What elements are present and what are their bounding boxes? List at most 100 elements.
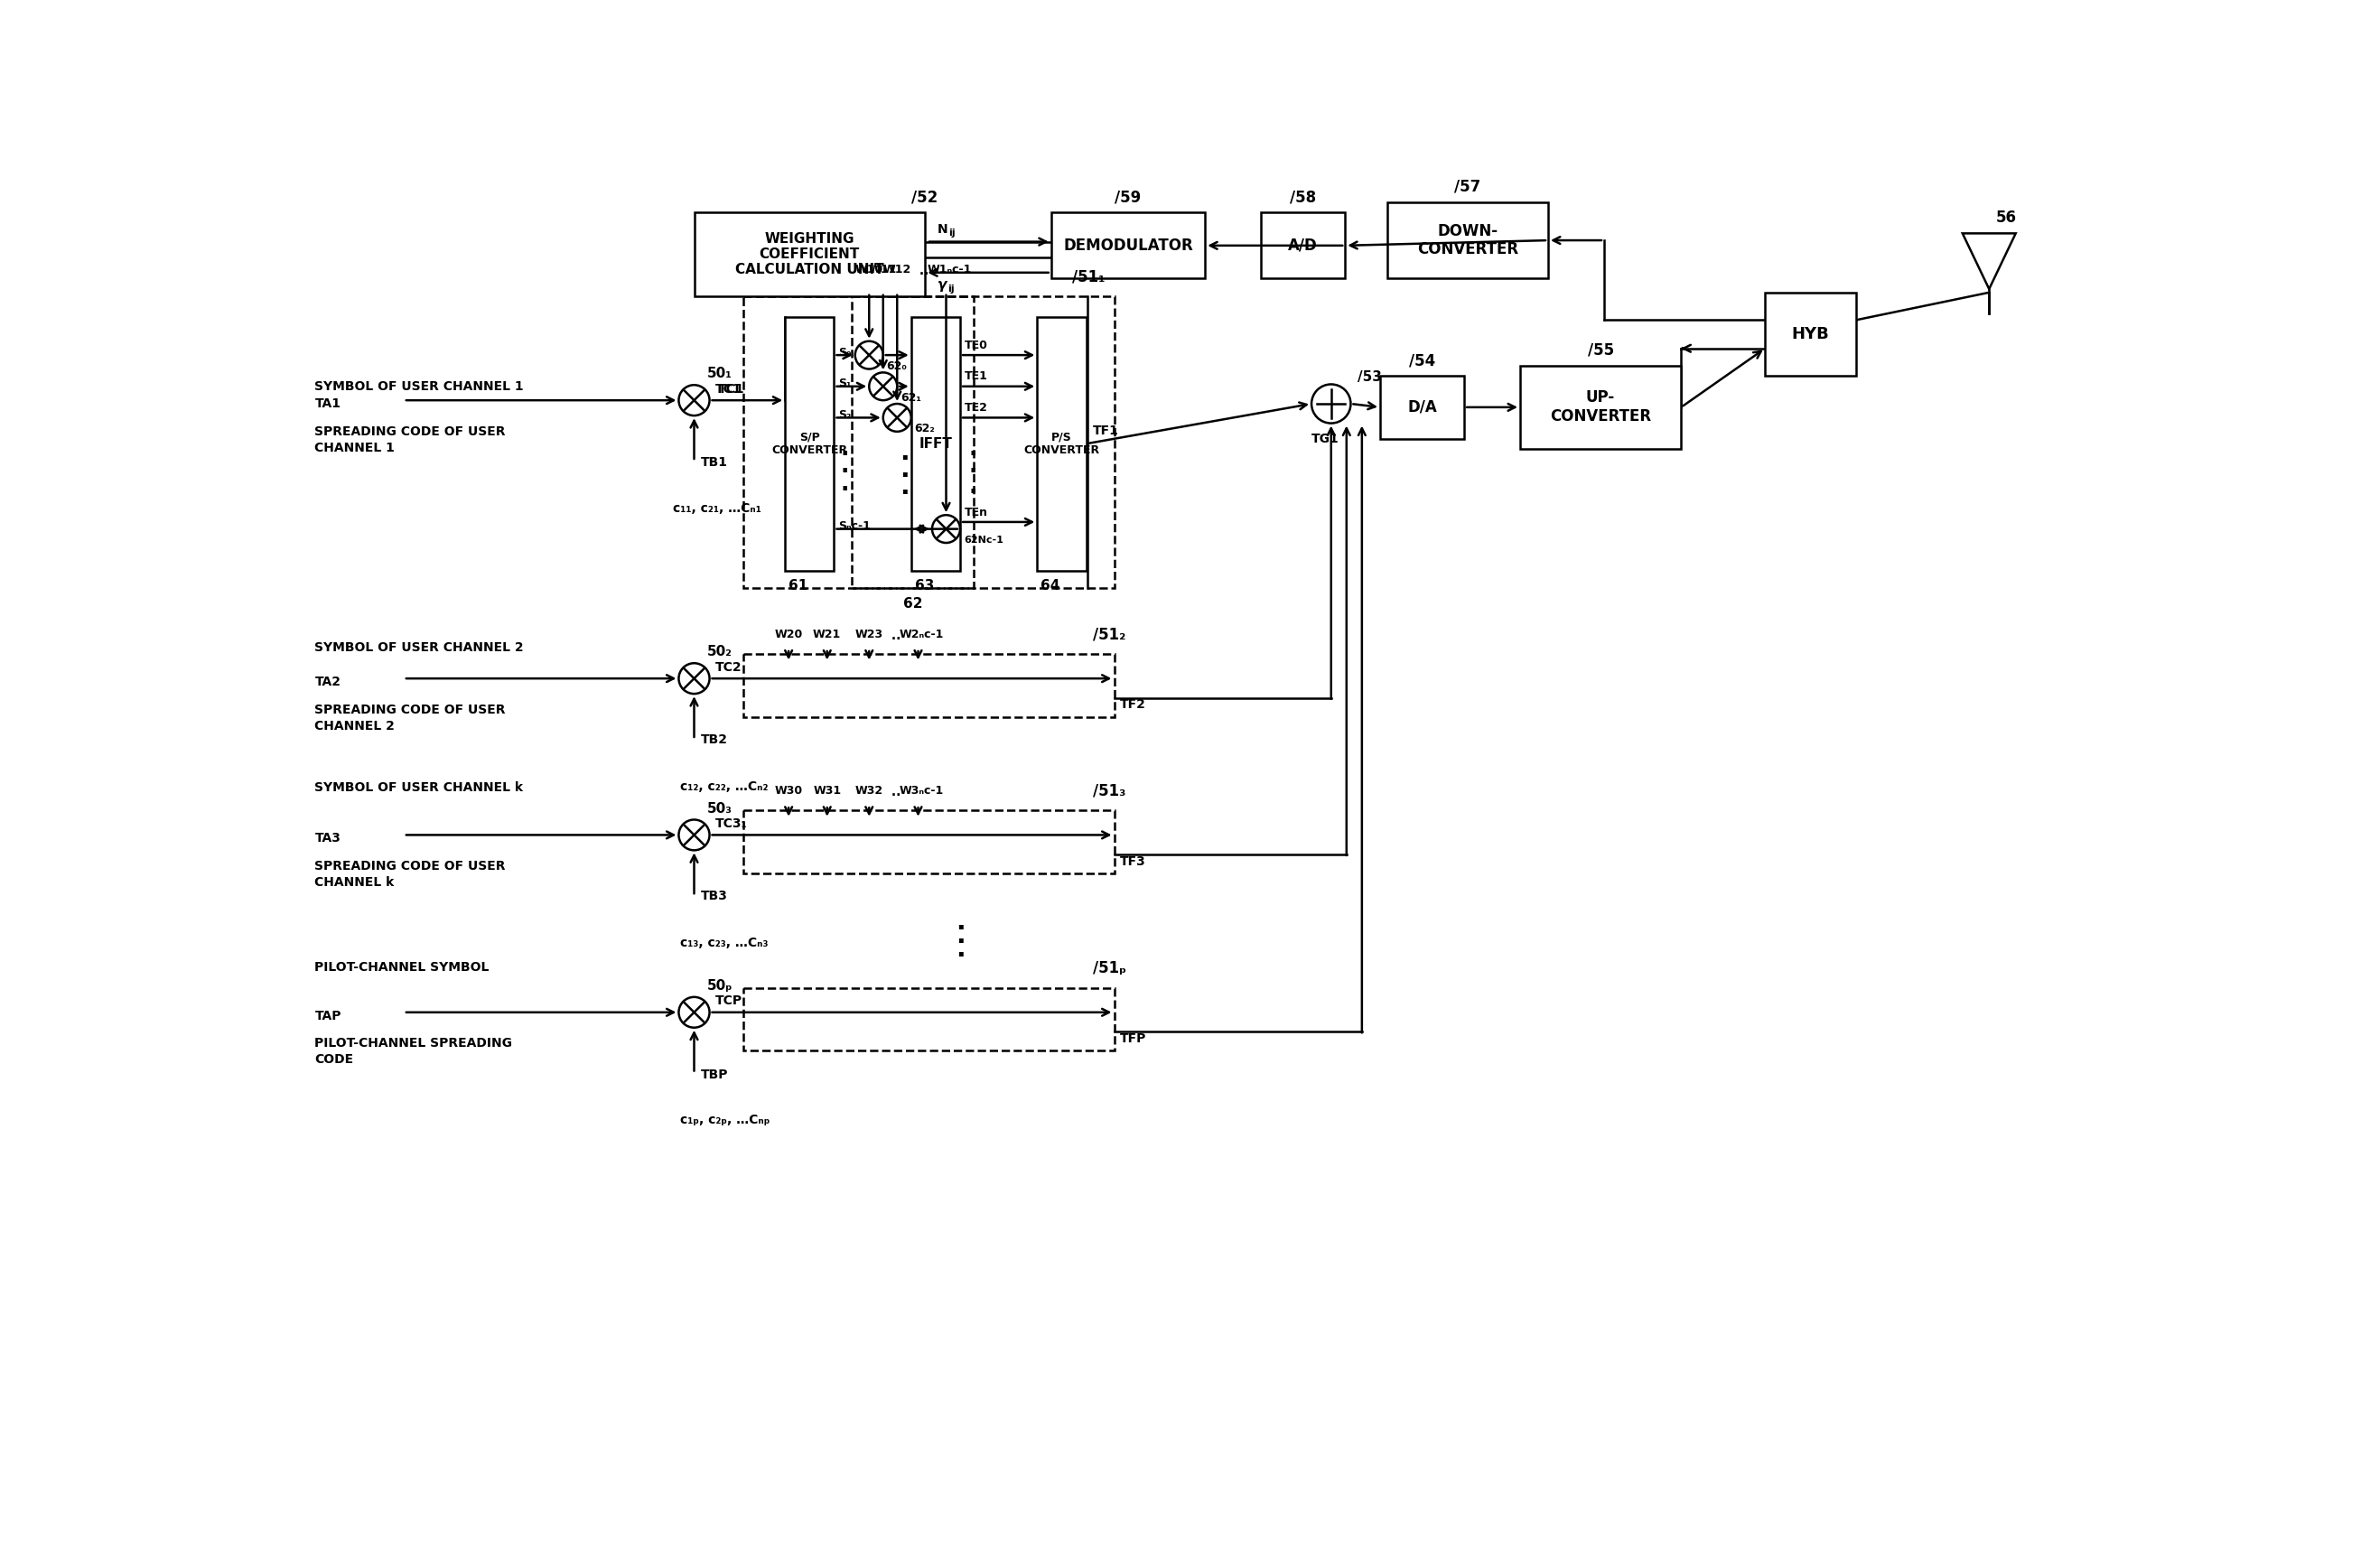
Circle shape [678, 997, 711, 1027]
Text: .: . [900, 439, 909, 466]
Text: .: . [841, 437, 850, 459]
Text: .: . [900, 458, 909, 483]
Bar [911, 317, 961, 571]
Bar [1766, 293, 1856, 376]
Text: W32: W32 [855, 786, 883, 797]
Bar [1388, 202, 1549, 279]
Text: /51ₚ: /51ₚ [1093, 960, 1126, 977]
Text: W11: W11 [869, 263, 897, 276]
Text: W20: W20 [774, 629, 803, 641]
Text: IFFT: IFFT [918, 437, 951, 450]
Text: ij: ij [947, 285, 954, 293]
Text: ..: .. [914, 265, 928, 278]
Text: S₁: S₁ [838, 378, 852, 389]
Text: 62₀: 62₀ [888, 361, 907, 372]
Text: D/A: D/A [1407, 400, 1438, 416]
Text: TFP: TFP [1119, 1032, 1145, 1044]
Text: CHANNEL 2: CHANNEL 2 [314, 720, 394, 732]
Text: /57: /57 [1454, 179, 1480, 194]
Text: /51₃: /51₃ [1093, 782, 1126, 800]
Text: TF3: TF3 [1119, 855, 1145, 867]
Bar [786, 317, 833, 571]
Text: TE0: TE0 [963, 339, 987, 351]
Text: W2ₙᴄ-1: W2ₙᴄ-1 [900, 629, 944, 641]
Text: ..: .. [888, 630, 900, 643]
Text: W30: W30 [774, 786, 803, 797]
Text: TF2: TF2 [1119, 699, 1145, 712]
Text: CODE: CODE [314, 1054, 354, 1066]
Text: .: . [841, 456, 850, 477]
Text: Sₙᴄ-1: Sₙᴄ-1 [838, 521, 871, 532]
Bar [1520, 365, 1681, 448]
Text: TB2: TB2 [701, 734, 727, 746]
Circle shape [869, 373, 897, 400]
Text: /59: /59 [1114, 190, 1140, 205]
Text: CHANNEL 1: CHANNEL 1 [314, 441, 394, 453]
Bar [744, 988, 1114, 1051]
Text: /53: /53 [1358, 370, 1381, 384]
Text: 50₂: 50₂ [706, 646, 732, 659]
Text: WEIGHTING
COEFFICIENT
CALCULATION UNIT: WEIGHTING COEFFICIENT CALCULATION UNIT [734, 232, 883, 276]
Text: W1ₙᴄ-1: W1ₙᴄ-1 [928, 263, 973, 276]
Text: .: . [968, 456, 977, 477]
Text: 50ₚ: 50ₚ [706, 978, 732, 993]
Text: c₁₁, c₂₁, …Cₙ₁: c₁₁, c₂₁, …Cₙ₁ [673, 502, 763, 514]
Text: W10: W10 [855, 263, 883, 276]
Text: .: . [968, 437, 977, 459]
Text: ij: ij [949, 229, 956, 238]
Text: SPREADING CODE OF USER: SPREADING CODE OF USER [314, 859, 505, 872]
Text: TG1: TG1 [1313, 433, 1339, 445]
Text: TC2: TC2 [715, 662, 741, 674]
Text: TB3: TB3 [701, 889, 727, 903]
Text: TA3: TA3 [314, 833, 340, 845]
Text: TEn: TEn [963, 506, 987, 517]
Text: S₂: S₂ [838, 409, 852, 420]
Bar [1381, 376, 1464, 439]
Circle shape [933, 514, 961, 543]
Text: SYMBOL OF USER CHANNEL 1: SYMBOL OF USER CHANNEL 1 [314, 379, 524, 392]
Text: N: N [937, 223, 949, 235]
Text: γ: γ [937, 279, 947, 292]
Circle shape [855, 342, 883, 368]
Text: .: . [841, 474, 850, 494]
Text: /51₂: /51₂ [1093, 627, 1126, 643]
Text: TF1: TF1 [1093, 425, 1119, 437]
Text: SYMBOL OF USER CHANNEL 2: SYMBOL OF USER CHANNEL 2 [314, 641, 524, 654]
Text: 62: 62 [904, 596, 923, 610]
Text: c₁₂, c₂₂, …Cₙ₂: c₁₂, c₂₂, …Cₙ₂ [680, 779, 767, 792]
Text: 62Nᴄ-1: 62Nᴄ-1 [963, 536, 1003, 544]
Text: 61: 61 [789, 579, 807, 593]
Text: c₁ₚ, c₂ₚ, …Cₙₚ: c₁ₚ, c₂ₚ, …Cₙₚ [680, 1113, 770, 1126]
Text: .: . [956, 938, 966, 963]
Text: .: . [956, 909, 966, 935]
Text: A/D: A/D [1289, 237, 1317, 254]
Text: W12: W12 [883, 263, 911, 276]
Text: P/S
CONVERTER: P/S CONVERTER [1025, 431, 1100, 456]
Text: TAP: TAP [314, 1010, 342, 1022]
Text: /52: /52 [911, 190, 937, 205]
Text: TC3₁: TC3₁ [715, 817, 748, 829]
Circle shape [678, 386, 711, 416]
Text: W31: W31 [812, 786, 841, 797]
Bar [744, 654, 1114, 717]
Text: 62₂: 62₂ [914, 423, 935, 434]
Text: PILOT-CHANNEL SPREADING: PILOT-CHANNEL SPREADING [314, 1038, 512, 1051]
Bar [1051, 213, 1204, 279]
Circle shape [883, 403, 911, 431]
Text: /54: /54 [1410, 353, 1435, 368]
Text: TA2: TA2 [314, 676, 340, 688]
Text: TCP: TCP [715, 994, 741, 1008]
Text: /55: /55 [1587, 342, 1615, 359]
Text: 63: 63 [914, 579, 935, 593]
Text: SPREADING CODE OF USER: SPREADING CODE OF USER [314, 425, 505, 437]
Text: 62₁: 62₁ [900, 392, 921, 403]
Text: .: . [956, 924, 966, 949]
Text: SPREADING CODE OF USER: SPREADING CODE OF USER [314, 704, 505, 717]
Text: S₀: S₀ [838, 347, 852, 358]
Bar [1261, 213, 1346, 279]
Text: CHANNEL k: CHANNEL k [314, 877, 394, 889]
Bar [694, 213, 926, 296]
Text: .: . [968, 477, 977, 499]
Text: W21: W21 [812, 629, 841, 641]
Text: TC1: TC1 [715, 383, 741, 395]
